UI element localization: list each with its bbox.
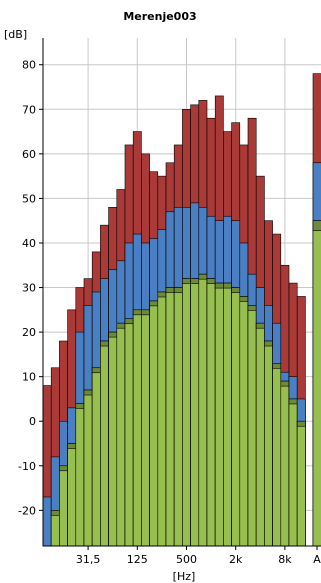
bar-bottom-cap-30 bbox=[288, 398, 298, 405]
bar-bottom-28 bbox=[272, 362, 282, 547]
bar-bottom-cap-29 bbox=[280, 380, 290, 387]
bar-bottom-cap-27 bbox=[264, 340, 273, 347]
bar-bottom-cap-1 bbox=[50, 510, 60, 516]
bar-bottom-23 bbox=[231, 287, 241, 547]
y-tick-label: 80 bbox=[22, 59, 36, 72]
bar-bottom-cap-4 bbox=[75, 403, 85, 409]
bar-bottom-cap-14 bbox=[157, 291, 167, 298]
bar-bottom-cap-5 bbox=[83, 389, 93, 396]
bar-bottom-13 bbox=[149, 300, 159, 547]
bar-bottom-cap-10 bbox=[124, 318, 134, 325]
bar-bottom-1 bbox=[50, 510, 60, 547]
bar-bottom-6 bbox=[91, 367, 101, 547]
bar-bottom-cap-19 bbox=[198, 273, 208, 280]
bar-bottom-19 bbox=[198, 273, 208, 547]
bar-bottom-cap-28 bbox=[272, 362, 282, 369]
bar-bottom-24 bbox=[239, 296, 249, 547]
overall-bar-bottom-cap bbox=[312, 220, 321, 232]
bar-bottom-10 bbox=[124, 318, 134, 547]
y-tick-label: 40 bbox=[22, 237, 36, 250]
bar-bottom-cap-13 bbox=[149, 300, 159, 307]
y-tick-label: 60 bbox=[22, 148, 36, 161]
bar-bottom-cap-23 bbox=[231, 287, 241, 293]
bar-bottom-cap-7 bbox=[100, 340, 109, 347]
bar-bottom-cap-2 bbox=[59, 465, 68, 472]
bar-bottom-7 bbox=[100, 340, 109, 547]
bar-bottom-27 bbox=[264, 340, 273, 547]
bar-bottom-8 bbox=[108, 331, 118, 547]
y-axis-label: [dB] bbox=[4, 28, 27, 41]
chart-title: Merenje003 bbox=[123, 10, 196, 23]
bar-bottom-15 bbox=[165, 287, 175, 547]
bar-bottom-20 bbox=[206, 278, 216, 547]
y-tick-label: -10 bbox=[18, 460, 36, 473]
bar-bottom-cap-22 bbox=[223, 282, 232, 289]
bar-bottom-21 bbox=[214, 282, 224, 547]
bar-bottom-26 bbox=[255, 322, 265, 547]
bar-bottom-18 bbox=[190, 278, 200, 547]
x-tick-label: 31,5 bbox=[76, 553, 101, 566]
bar-bottom-2 bbox=[59, 465, 68, 547]
overall-bar bbox=[312, 73, 321, 547]
y-tick-label: 50 bbox=[22, 192, 36, 205]
bar-bottom-5 bbox=[83, 389, 93, 547]
bar-bottom-cap-15 bbox=[165, 287, 175, 293]
bar-bottom-cap-9 bbox=[116, 322, 126, 329]
y-tick-label: 0 bbox=[29, 415, 36, 428]
y-tick-label: 30 bbox=[22, 282, 36, 295]
bar-bottom-11 bbox=[132, 309, 142, 547]
y-tick-labels: -20 -10 0 10 20 30 40 50 60 70 80 bbox=[18, 59, 43, 517]
bar-bottom-cap-3 bbox=[67, 443, 77, 449]
bar-bottom-cap-12 bbox=[141, 309, 150, 316]
x-axis-label: [Hz] bbox=[173, 570, 196, 583]
y-tick-label: 70 bbox=[22, 103, 36, 116]
x-tick-label: 2k bbox=[229, 553, 243, 566]
bar-bottom-29 bbox=[280, 380, 290, 547]
x-tick-label: 500 bbox=[176, 553, 197, 566]
bar-bottom-16 bbox=[173, 287, 183, 547]
bar-bottom-cap-24 bbox=[239, 296, 249, 302]
bar-bottom-4 bbox=[75, 403, 85, 547]
y-tick-label: 20 bbox=[22, 326, 36, 339]
bar-bottom-cap-11 bbox=[132, 309, 142, 316]
bar-bottom-cap-17 bbox=[182, 278, 191, 284]
bar-bottom-17 bbox=[182, 278, 191, 547]
bar-bottom-3 bbox=[67, 443, 77, 547]
bar-bottom-cap-6 bbox=[91, 367, 101, 374]
bar-series bbox=[42, 95, 306, 547]
bar-bottom-14 bbox=[157, 291, 167, 547]
bar-middle-0 bbox=[42, 496, 52, 547]
bar-bottom-cap-21 bbox=[214, 282, 224, 289]
bar-bottom-cap-20 bbox=[206, 278, 216, 284]
bar-bottom-22 bbox=[223, 282, 232, 547]
bar-bottom-cap-31 bbox=[296, 420, 306, 427]
bar-bottom-cap-25 bbox=[247, 305, 257, 311]
bar-bottom-cap-26 bbox=[255, 322, 265, 329]
x-tick-label-overall: A bbox=[313, 553, 321, 566]
bar-bottom-9 bbox=[116, 322, 126, 547]
overall-bar-bottom bbox=[312, 220, 321, 547]
x-tick-label: 8k bbox=[278, 553, 292, 566]
bar-bottom-31 bbox=[296, 420, 306, 547]
bar-bottom-25 bbox=[247, 305, 257, 547]
x-tick-labels: 31,5 125 500 2k 8k A bbox=[76, 546, 321, 566]
y-tick-label: -20 bbox=[18, 504, 36, 517]
bar-bottom-12 bbox=[141, 309, 150, 547]
bar-bottom-cap-16 bbox=[173, 287, 183, 293]
bar-bottom-cap-8 bbox=[108, 331, 118, 338]
bar-bottom-cap-18 bbox=[190, 278, 200, 284]
bar-bottom-30 bbox=[288, 398, 298, 547]
y-tick-label: 10 bbox=[22, 371, 36, 384]
x-tick-label: 125 bbox=[127, 553, 148, 566]
